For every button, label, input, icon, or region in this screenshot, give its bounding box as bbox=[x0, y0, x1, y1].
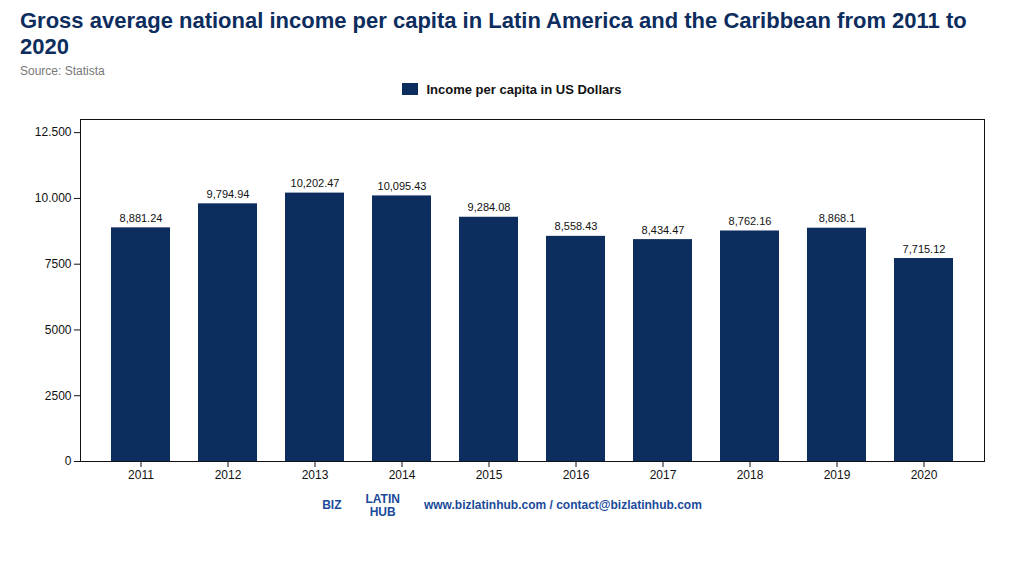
svg-text:8,558.43: 8,558.43 bbox=[555, 220, 598, 232]
html-text:Source: Statista: Source: Statista bbox=[20, 63, 105, 78]
svg-text:8,434.47: 8,434.47 bbox=[642, 223, 685, 235]
svg-text:7,715.12: 7,715.12 bbox=[903, 242, 946, 254]
svg-text:10.000: 10.000 bbox=[35, 191, 72, 205]
svg-text:2016: 2016 bbox=[563, 468, 590, 482]
svg-text:9,284.08: 9,284.08 bbox=[468, 201, 511, 213]
svg-text:2018: 2018 bbox=[737, 468, 764, 482]
svg-text:2011: 2011 bbox=[128, 468, 154, 482]
svg-text:2019: 2019 bbox=[824, 468, 851, 482]
svg-text:10,095.43: 10,095.43 bbox=[378, 180, 427, 192]
html-text:LATIN HUB: LATIN HUB bbox=[365, 491, 400, 519]
svg-text:12.500: 12.500 bbox=[35, 125, 72, 139]
html-text:BIZ: BIZ bbox=[322, 498, 342, 513]
svg-text:8,868.1: 8,868.1 bbox=[819, 212, 856, 224]
svg-text:2012: 2012 bbox=[215, 468, 242, 482]
html-text:Income per capita in US Dollar: Income per capita in US Dollars bbox=[426, 81, 622, 97]
svg-text:2014: 2014 bbox=[389, 468, 416, 482]
svg-text:2017: 2017 bbox=[650, 468, 677, 482]
svg-text:0: 0 bbox=[65, 454, 72, 468]
html-text:www.bizlatinhub.com / contact@: www.bizlatinhub.com / contact@bizlatinhu… bbox=[423, 498, 702, 513]
svg-text:7500: 7500 bbox=[45, 257, 72, 271]
svg-text:9,794.94: 9,794.94 bbox=[207, 188, 250, 200]
svg-text:8,881.24: 8,881.24 bbox=[120, 212, 163, 224]
svg-text:2015: 2015 bbox=[476, 468, 503, 482]
html-text:Gross average national income: Gross average national income per capita… bbox=[20, 8, 967, 60]
svg-text:8,762.16: 8,762.16 bbox=[729, 215, 772, 227]
svg-text:2013: 2013 bbox=[302, 468, 329, 482]
svg-text:2500: 2500 bbox=[45, 388, 72, 402]
svg-text:10,202.47: 10,202.47 bbox=[291, 177, 340, 189]
svg-text:5000: 5000 bbox=[45, 323, 72, 337]
svg-text:2020: 2020 bbox=[911, 468, 938, 482]
